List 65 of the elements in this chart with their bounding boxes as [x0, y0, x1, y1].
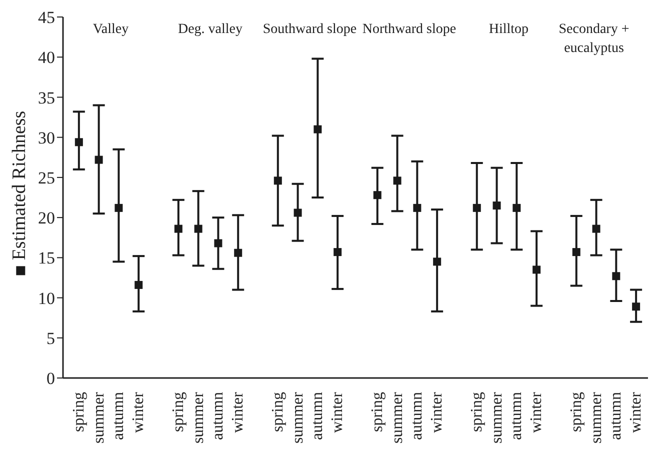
x-tick-label: autumn	[608, 392, 625, 440]
point	[492, 202, 501, 210]
annotation: Secondary + eucalyptus	[558, 21, 630, 58]
annotation: Hilltop	[488, 22, 529, 37]
point	[94, 156, 103, 164]
point	[174, 224, 182, 233]
annotation: Southward slope	[262, 22, 357, 37]
x-tick-label: summer	[488, 391, 506, 444]
point	[433, 258, 442, 266]
point	[134, 280, 143, 289]
point	[413, 204, 422, 212]
x-tick-label: spring	[269, 392, 286, 432]
y-tick-label: 35	[38, 88, 55, 108]
annotation: Deg. valley	[178, 22, 242, 37]
y-tick-label: 20	[38, 208, 55, 228]
y-tick-label: 15	[38, 248, 55, 268]
x-tick-label: spring	[468, 392, 486, 432]
point	[294, 208, 302, 217]
x-tick-label: summer	[190, 391, 207, 444]
y-tick-label: 5	[46, 328, 55, 348]
y-tick-label: 30	[38, 128, 55, 148]
x-tick-label: summer	[388, 391, 406, 444]
x-tick-label: autumn	[210, 392, 227, 440]
point	[532, 266, 541, 274]
point	[512, 204, 521, 212]
y-tick-label: 0	[46, 369, 55, 388]
point	[472, 204, 481, 212]
x-tick-label: spring	[368, 392, 386, 432]
point	[214, 239, 222, 248]
point	[74, 138, 83, 146]
annotation: Valley	[92, 22, 129, 37]
point	[592, 224, 600, 233]
y-axis-title: Estimated Richness	[9, 110, 31, 260]
point	[274, 176, 282, 185]
point	[612, 272, 620, 280]
x-tick-label: autumn	[408, 392, 426, 440]
x-tick-label: winter	[329, 391, 346, 433]
y-tick-label: 10	[38, 288, 55, 308]
annotation: Northward slope	[362, 22, 456, 37]
x-tick-label: winter	[628, 391, 645, 433]
x-tick-label: autumn	[110, 392, 128, 440]
point	[572, 248, 580, 256]
point	[234, 248, 242, 257]
y-tick-label: 40	[38, 48, 55, 68]
point	[334, 248, 342, 256]
x-tick-label: autumn	[309, 392, 326, 440]
x-tick-label: winter	[130, 391, 148, 433]
x-tick-label: winter	[528, 391, 546, 433]
x-tick-label: summer	[289, 391, 306, 444]
x-tick-label: summer	[588, 391, 605, 444]
x-tick-label: spring	[568, 392, 585, 432]
y-tick-label: 45	[38, 8, 55, 28]
x-tick-label: spring	[70, 392, 88, 432]
point	[114, 204, 123, 212]
point	[632, 302, 640, 311]
point	[373, 191, 382, 200]
y-tick-label: 25	[38, 168, 55, 188]
x-tick-label: winter	[428, 391, 446, 433]
point	[393, 176, 402, 185]
x-tick-label: autumn	[508, 392, 526, 440]
point	[314, 125, 322, 134]
x-tick-label: spring	[170, 392, 187, 432]
x-tick-label: summer	[90, 391, 108, 444]
x-tick-label: winter	[230, 391, 247, 433]
point	[194, 224, 202, 233]
